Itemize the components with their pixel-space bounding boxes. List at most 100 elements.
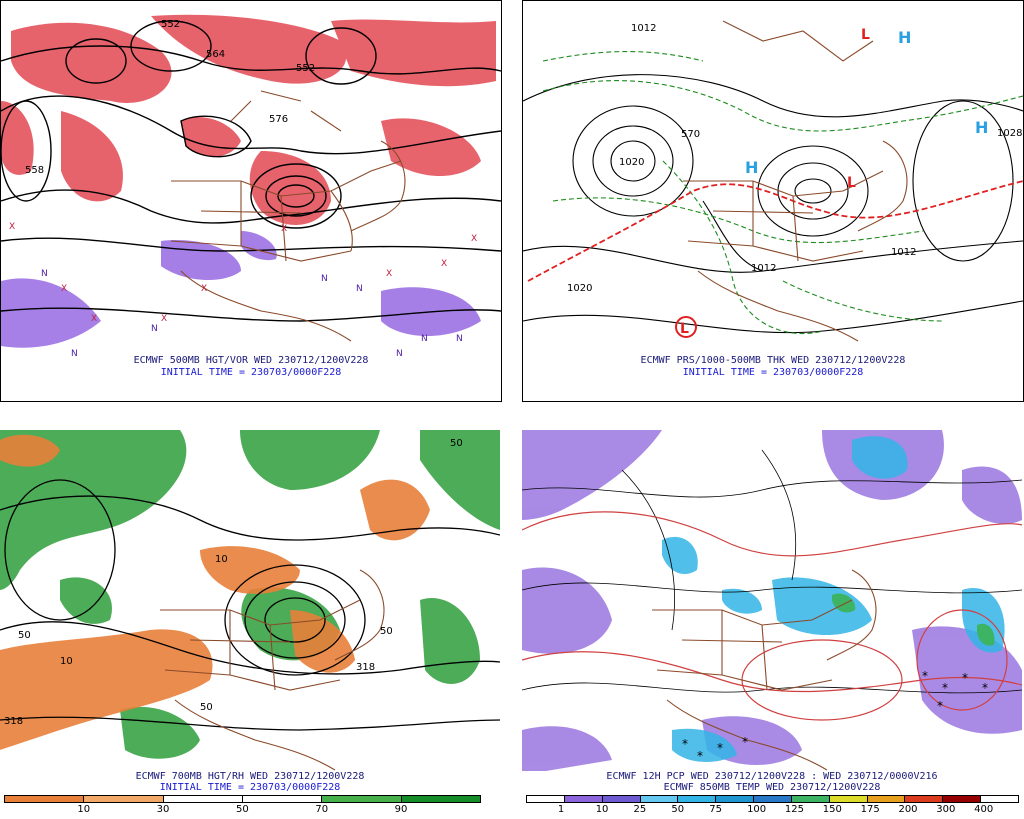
svg-text:N: N — [421, 334, 428, 344]
map-initial-time: INITIAL TIME = 230703/0000F228 — [0, 782, 500, 793]
contour-label: 1020 — [619, 157, 645, 168]
svg-text:*: * — [942, 681, 948, 695]
colorbar-segment — [715, 795, 755, 803]
colorbar-segment — [828, 795, 868, 803]
svg-text:N: N — [321, 274, 328, 284]
map-precip: * * * * * * * * * — [522, 430, 1022, 775]
contour-label: 1020 — [567, 283, 593, 294]
colorbar-segment — [980, 795, 1019, 803]
colorbar-tick-label: 300 — [936, 804, 956, 815]
svg-text:H: H — [898, 28, 911, 47]
svg-text:N: N — [396, 349, 403, 359]
colorbar-tick-label: 175 — [860, 804, 880, 815]
colorbar-tick-label: 10 — [77, 804, 91, 815]
map-caption: ECMWF 12H PCP WED 230712/1200V228 : WED … — [522, 771, 1022, 782]
map-caption: ECMWF PRS/1000-500MB THK WED 230712/1200… — [640, 355, 906, 366]
dry-fill — [0, 434, 430, 750]
svg-text:H: H — [745, 158, 758, 177]
colorbar-segment — [242, 795, 323, 803]
country-borders — [160, 569, 385, 771]
svg-text:*: * — [697, 749, 703, 763]
colorbar-segment — [400, 795, 481, 803]
map-700mb — [0, 430, 500, 775]
map-panel-500mb: X X X X X X X X X N N N N N N N N 558 576 552 552 5… — [0, 0, 502, 402]
colorbar-segment — [563, 795, 603, 803]
colorbar-segment — [526, 795, 565, 803]
svg-text:L: L — [861, 27, 870, 43]
svg-text:N: N — [71, 349, 78, 359]
contour-label: 1012 — [631, 23, 657, 34]
svg-text:*: * — [962, 671, 968, 685]
map-panel-mslp: L L L H H H 1012 1020 1020 1012 1012 102… — [522, 0, 1024, 402]
map-mslp: L L L H H H — [523, 20, 1023, 342]
colorbar-segment — [83, 795, 164, 803]
contour-label: 576 — [269, 114, 289, 125]
country-borders — [170, 90, 406, 342]
svg-text:*: * — [717, 741, 723, 755]
rh-colorbar-ticks: 10 30 50 70 90 — [4, 804, 480, 816]
colorbar-tick-label: 50 — [671, 804, 685, 815]
height-contours — [0, 479, 500, 731]
convective-markers: * * * * * * * * * — [682, 669, 988, 763]
svg-text:N: N — [41, 269, 48, 279]
contour-label: 50 — [18, 630, 31, 641]
svg-text:N: N — [151, 324, 158, 334]
colorbar-segment — [790, 795, 830, 803]
svg-text:X: X — [9, 222, 15, 232]
pressure-contours — [522, 449, 1022, 694]
country-borders — [652, 569, 877, 771]
vorticity-fill — [1, 14, 496, 225]
svg-text:*: * — [922, 669, 928, 683]
colorbar-segment — [4, 795, 85, 803]
map-panel-700mb: 50 10 50 50 10 318 318 50 ECMWF 700MB HG… — [0, 430, 500, 816]
svg-text:*: * — [982, 681, 988, 695]
map-initial-time: INITIAL TIME = 230703/0000F228 — [160, 367, 342, 378]
contour-label: 318 — [4, 716, 24, 727]
colorbar-segment — [162, 795, 243, 803]
contour-label: 564 — [206, 49, 226, 60]
colorbar-tick-label: 70 — [315, 804, 329, 815]
colorbar-segment — [639, 795, 679, 803]
height-contours — [1, 20, 501, 322]
vort-min-markers: N N N N N N N N — [41, 269, 463, 359]
svg-text:N: N — [456, 334, 463, 344]
map-caption: ECMWF 500MB HGT/VOR WED 230712/1200V228 — [133, 355, 369, 366]
colorbar-tick-label: 125 — [784, 804, 805, 815]
colorbar-tick-label: 25 — [633, 804, 647, 815]
svg-text:L: L — [847, 175, 856, 191]
colorbar-segment — [904, 795, 944, 803]
colorbar-tick-label: 100 — [747, 804, 767, 815]
colorbar-tick-label: 30 — [156, 804, 170, 815]
contour-label: 1012 — [891, 247, 917, 258]
precip-colorbar-ticks: 1 10 25 50 75 100 125 150 175 200 300 400 — [526, 804, 1018, 816]
contour-label: 10 — [60, 656, 73, 667]
moist-fill — [0, 430, 500, 759]
svg-text:*: * — [682, 737, 688, 751]
map-panel-precip: * * * * * * * * * ECMWF 12H PCP WED 230712/120… — [522, 430, 1022, 816]
contour-label: 552 — [161, 19, 181, 30]
svg-text:X: X — [201, 284, 207, 294]
contour-label: 1028 — [997, 128, 1023, 139]
colorbar-segment — [753, 795, 792, 803]
svg-text:L: L — [680, 321, 689, 337]
contour-label: 50 — [200, 702, 213, 713]
colorbar-segment — [601, 795, 641, 803]
svg-text:X: X — [441, 259, 447, 269]
svg-text:X: X — [61, 284, 67, 294]
contour-label: 50 — [450, 438, 463, 449]
contour-label: 552 — [296, 63, 316, 74]
svg-text:X: X — [91, 314, 97, 324]
contour-label: 558 — [25, 165, 45, 176]
map-caption-temp: ECMWF 850MB TEMP WED 230712/1200V228 — [522, 782, 1022, 793]
colorbar-tick-label: 1 — [557, 804, 565, 815]
colorbar-tick-label: 10 — [595, 804, 609, 815]
svg-text:X: X — [386, 269, 392, 279]
contour-label: 318 — [356, 662, 376, 673]
pressure-contours — [523, 74, 1023, 334]
contour-label: 50 — [380, 626, 393, 637]
svg-text:X: X — [281, 224, 287, 234]
negative-vorticity-fill — [1, 231, 481, 348]
map-caption: ECMWF 700MB HGT/RH WED 230712/1200V228 — [0, 771, 500, 782]
svg-text:X: X — [161, 314, 167, 324]
svg-text:N: N — [356, 284, 363, 294]
